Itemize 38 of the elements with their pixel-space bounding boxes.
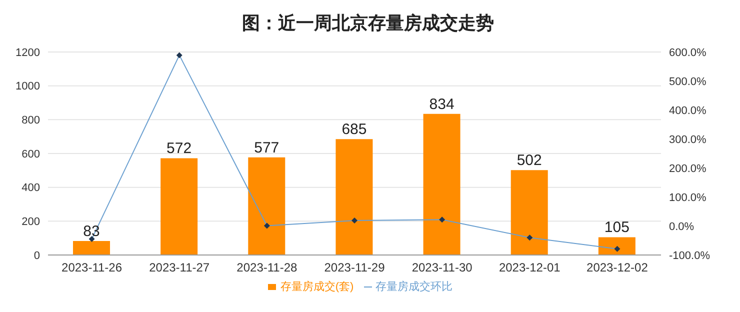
y2-tick-label: -100.0%	[669, 250, 710, 262]
x-tick-label: 2023-12-02	[586, 260, 648, 275]
data-label: 502	[516, 152, 542, 170]
data-label: 834	[429, 96, 454, 113]
bar	[73, 240, 110, 255]
y2-tick-label: 300.0%	[669, 134, 707, 146]
x-tick-label: 2023-11-28	[236, 260, 298, 275]
y-tick-label: 0	[34, 250, 40, 262]
y-tick-label: 200	[22, 216, 40, 228]
bar	[423, 114, 460, 255]
data-label: 577	[254, 139, 280, 156]
y2-tick-label: 400.0%	[669, 104, 707, 117]
bar	[248, 157, 286, 255]
y-tick-label: 400	[22, 182, 40, 194]
x-tick-label: 2023-11-26	[62, 260, 122, 275]
x-tick-label: 2023-11-27	[149, 260, 210, 275]
y2-tick-label: 0.0%	[669, 220, 694, 233]
bar	[598, 237, 636, 255]
x-tick-label: 2023-11-30	[412, 260, 473, 275]
y-tick-label: 600	[22, 148, 40, 160]
y2-tick-label: 600.0%	[669, 46, 707, 59]
data-label: 685	[342, 121, 367, 138]
y-tick-label: 1000	[16, 80, 40, 93]
bar	[510, 170, 548, 255]
y-tick-label: 800	[22, 114, 40, 127]
x-tick-label: 2023-12-01	[498, 260, 561, 275]
y2-tick-label: 100.0%	[669, 192, 707, 204]
bar	[336, 139, 373, 255]
y2-tick-label: 200.0%	[669, 162, 707, 175]
y2-tick-label: 500.0%	[669, 76, 707, 88]
bar	[160, 158, 198, 255]
x-tick-label: 2023-11-29	[324, 260, 386, 275]
y-tick-label: 1200	[16, 46, 40, 59]
chart-title: 图：近一周北京存量房成交走势	[241, 12, 495, 35]
data-label: 572	[166, 140, 192, 158]
data-label: 105	[604, 219, 630, 236]
legend-label: 存量房成交环比	[376, 281, 453, 293]
legend-label: 存量房成交(套)	[280, 281, 354, 293]
